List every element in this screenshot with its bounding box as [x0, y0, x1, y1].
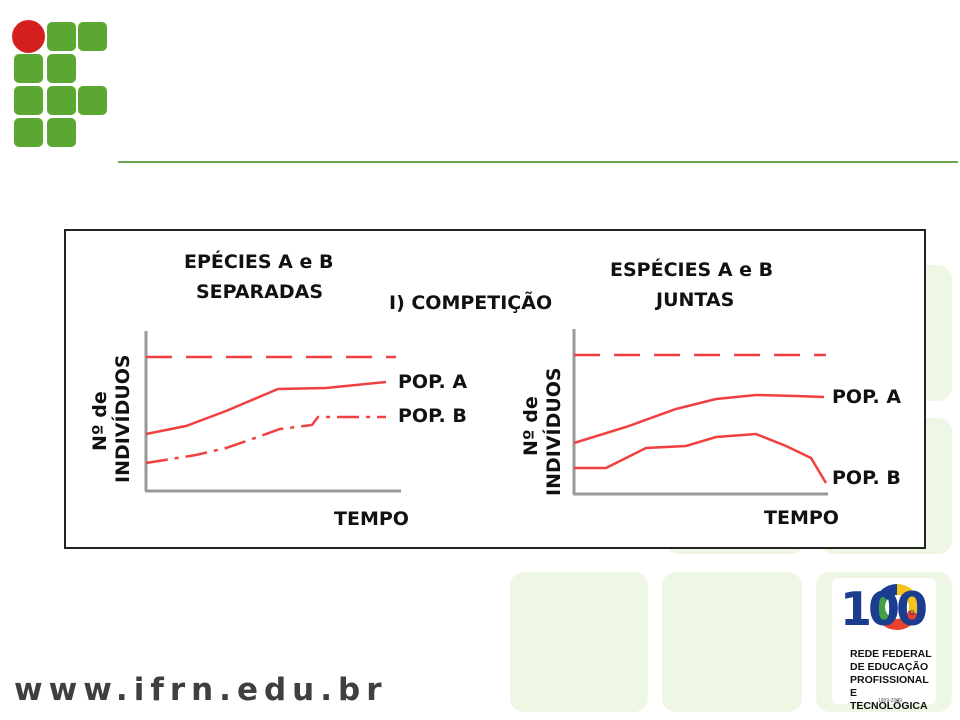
logo-red-dot: [12, 20, 45, 53]
logo-square: [14, 54, 43, 83]
left-pop-b-curve: [145, 415, 386, 465]
logo-square: [47, 54, 76, 83]
left-title-line2: SEPARADAS: [196, 281, 323, 303]
badge-anos: A N O S: [892, 610, 925, 617]
left-pop-a-curve: [145, 380, 387, 436]
badge-text: REDE FEDERAL DE EDUCAÇÃO PROFISSIONAL E …: [850, 648, 936, 713]
left-title-line1: EPÉCIES A e B: [184, 250, 333, 273]
center-title: I) COMPETIÇÃO: [389, 290, 552, 314]
right-ylabel-line2: INDIVÍDUOS: [542, 367, 565, 496]
logo-square: [78, 86, 107, 115]
right-label-pop-a: POP. A: [832, 386, 901, 408]
competition-diagram: EPÉCIES A e B SEPARADAS I) COMPETIÇÃO IN…: [64, 229, 926, 549]
footer-url[interactable]: www.ifrn.edu.br: [14, 672, 388, 708]
logo-square: [78, 22, 107, 51]
badge-years: 1909-2009: [878, 698, 902, 704]
right-xlabel: TEMPO: [764, 507, 839, 529]
left-label-pop-a: POP. A: [398, 371, 467, 393]
badge-line4: E TECNOLÓGICA: [850, 687, 928, 712]
badge-number: 100: [840, 582, 928, 636]
header-rule: [118, 161, 958, 163]
logo-square: [14, 86, 43, 115]
right-pop-a-curve: [573, 393, 825, 445]
logo-square: [47, 86, 76, 115]
right-title-line2: JUNTAS: [654, 289, 734, 311]
badge-line3: PROFISSIONAL: [850, 674, 929, 686]
left-ylabel-line1: Nº de: [89, 391, 111, 451]
badge-line1: REDE FEDERAL: [850, 648, 932, 660]
background-tile: [510, 572, 648, 712]
right-ylabel-line1: Nº de: [520, 396, 542, 456]
right-label-pop-b: POP. B: [832, 467, 901, 489]
right-pop-b-curve: [574, 432, 828, 484]
left-label-pop-b: POP. B: [398, 405, 467, 427]
rede-federal-100-anos-badge: 100 A N O S REDE FEDERAL DE EDUCAÇÃO PRO…: [832, 578, 936, 712]
badge-ring-inner: [885, 595, 909, 619]
logo-square: [47, 118, 76, 147]
right-title-line1: ESPÉCIES A e B: [610, 258, 773, 281]
badge-line2: DE EDUCAÇÃO: [850, 661, 929, 673]
background-tile: [662, 572, 802, 712]
logo-square: [14, 118, 43, 147]
logo-square: [47, 22, 76, 51]
left-xlabel: TEMPO: [334, 508, 409, 530]
competition-diagram-svg: EPÉCIES A e B SEPARADAS I) COMPETIÇÃO IN…: [89, 250, 901, 530]
left-ylabel-line2: INDIVÍDUOS: [111, 354, 134, 483]
